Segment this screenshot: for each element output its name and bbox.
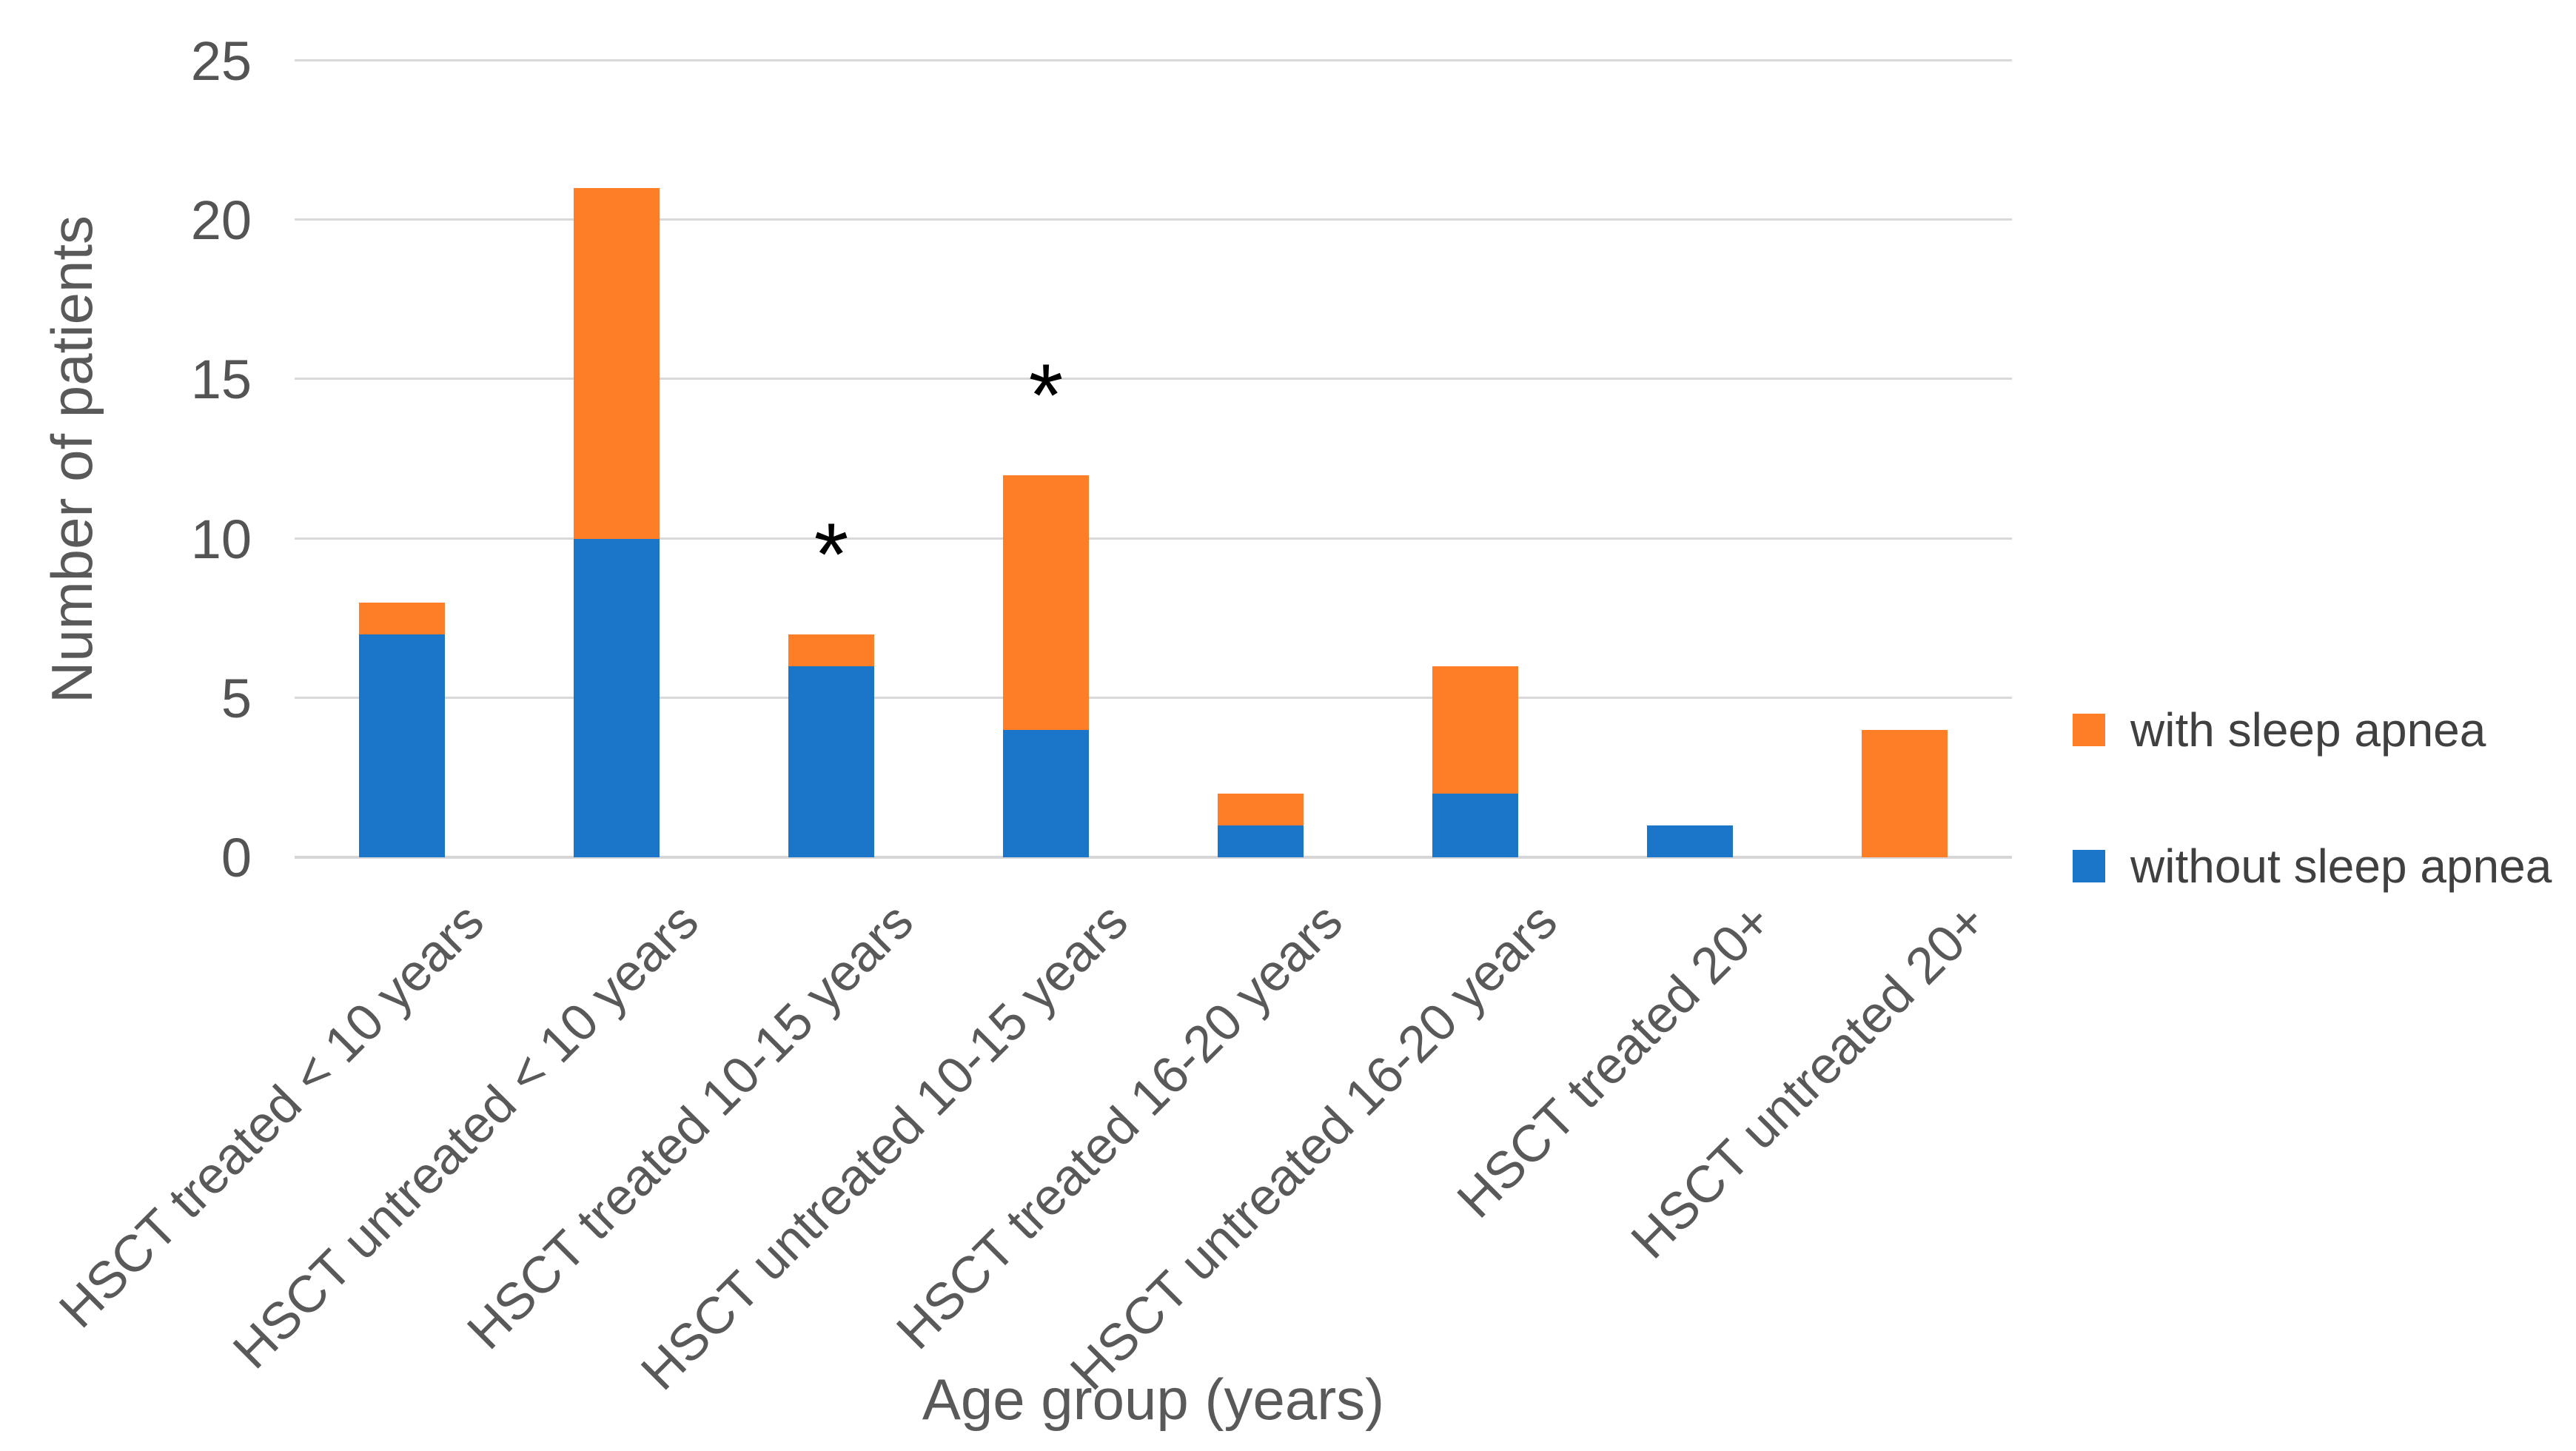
legend-label-with-sleep-apnea: with sleep apnea: [2130, 703, 2486, 757]
x-axis-title: Age group (years): [922, 1367, 1385, 1432]
y-tick-label-15: 15: [190, 349, 252, 411]
gridline-y-10: [295, 537, 2012, 540]
legend-item-without-sleep-apnea: without sleep apnea: [2073, 837, 2552, 896]
bar-hsct-untreated-16-20-years-without-sleep-apnea: [1432, 793, 1518, 857]
y-tick-label-0: 0: [221, 827, 252, 888]
gridline-y-20: [295, 218, 2012, 221]
bar-hsct-treated-16-20-years-without-sleep-apnea: [1218, 825, 1304, 857]
gridline-y-25: [295, 59, 2012, 61]
legend-item-with-sleep-apnea: with sleep apnea: [2073, 700, 2486, 760]
gridline-y-15: [295, 378, 2012, 381]
bar-hsct-treated-10-years-without-sleep-apnea: [359, 634, 445, 857]
bar-hsct-untreated-16-20-years-with-sleep-apnea: [1432, 666, 1518, 794]
bar-hsct-untreated-20-with-sleep-apnea: [1862, 729, 1948, 857]
bar-hsct-untreated-10-15-years-without-sleep-apnea: [1003, 729, 1089, 857]
x-axis-line: [295, 856, 2012, 859]
y-tick-label-25: 25: [190, 30, 252, 92]
y-tick-label-10: 10: [190, 508, 252, 570]
significance-asterisk-hsct-untreated-10-15-years: *: [1028, 345, 1064, 445]
bar-hsct-untreated-10-15-years-with-sleep-apnea: [1003, 475, 1089, 730]
bar-hsct-treated-10-15-years-with-sleep-apnea: [788, 634, 874, 666]
legend-swatch-with-sleep-apnea: [2073, 714, 2105, 746]
gridline-y-5: [295, 696, 2012, 699]
plot-area: * *: [295, 59, 2012, 859]
bar-hsct-treated-10-years-with-sleep-apnea: [359, 602, 445, 634]
legend-swatch-without-sleep-apnea: [2073, 850, 2105, 882]
y-tick-label-20: 20: [190, 190, 252, 252]
significance-asterisk-hsct-treated-10-15-years: *: [814, 504, 849, 604]
y-tick-label-5: 5: [221, 667, 252, 729]
bar-hsct-treated-10-15-years-without-sleep-apnea: [788, 666, 874, 857]
y-axis-title: Number of patients: [39, 215, 104, 703]
bar-hsct-treated-16-20-years-with-sleep-apnea: [1218, 793, 1304, 825]
bar-hsct-untreated-10-years-without-sleep-apnea: [574, 538, 660, 857]
legend-label-without-sleep-apnea: without sleep apnea: [2130, 840, 2552, 893]
bar-hsct-untreated-10-years-with-sleep-apnea: [574, 188, 660, 539]
bar-hsct-treated-20-without-sleep-apnea: [1647, 825, 1733, 857]
